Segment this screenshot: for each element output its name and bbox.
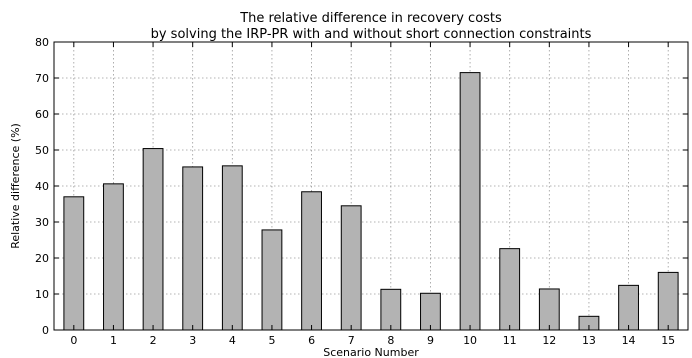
x-tick-label: 5: [268, 334, 275, 347]
x-tick-label: 3: [189, 334, 196, 347]
bar-scenario-14: [618, 284, 639, 331]
x-tick-label: 13: [582, 334, 596, 347]
bar-scenario-0: [63, 196, 85, 331]
bar-scenario-1: [103, 183, 124, 331]
y-axis-label: Relative difference (%): [9, 123, 22, 249]
x-tick-label: 2: [150, 334, 157, 347]
bar-scenario-6: [301, 191, 322, 331]
x-tick-label: 14: [622, 334, 636, 347]
x-tick-label: 9: [427, 334, 434, 347]
chart-title-line-2: by solving the IRP-PR with and without s…: [151, 27, 592, 42]
x-tick-label: 15: [661, 334, 675, 347]
x-tick-label: 1: [110, 334, 117, 347]
bar-scenario-11: [499, 248, 521, 331]
bar-scenario-5: [261, 229, 283, 331]
bar-scenario-8: [380, 288, 402, 331]
x-axis-label: Scenario Number: [323, 346, 419, 358]
y-tick-label: 60: [35, 108, 49, 121]
x-tick-label: 10: [463, 334, 477, 347]
x-tick-label: 6: [308, 334, 315, 347]
y-tick-label: 40: [35, 180, 49, 193]
y-tick-label: 70: [35, 72, 49, 85]
bar-scenario-4: [221, 165, 243, 331]
bar-scenario-10: [459, 72, 481, 331]
bar-scenario-7: [340, 205, 362, 331]
y-tick-label: 20: [35, 252, 49, 265]
bar-scenario-12: [538, 288, 560, 331]
bar-scenario-15: [657, 271, 679, 331]
x-tick-label: 0: [70, 334, 77, 347]
bar-scenario-2: [142, 148, 164, 331]
y-tick-label: 10: [35, 288, 49, 301]
x-tick-label: 8: [387, 334, 394, 347]
y-tick-label: 30: [35, 216, 49, 229]
y-tick-label: 0: [42, 324, 49, 337]
x-tick-label: 12: [542, 334, 556, 347]
bar-scenario-3: [182, 166, 204, 331]
x-tick-label: 4: [229, 334, 236, 347]
bar-scenario-9: [420, 292, 441, 331]
x-tick-label: 11: [503, 334, 517, 347]
x-tick-label: 7: [348, 334, 355, 347]
x-axis: 0 1 2 3 4 5 6 7 8 9 10 11 12 13 14 15: [70, 42, 675, 347]
y-tick-label: 50: [35, 144, 49, 157]
bars-group: [63, 72, 679, 331]
y-tick-label: 80: [35, 36, 49, 49]
y-axis: 0 10 20 30 40 50 60 70 80: [35, 36, 688, 337]
chart-title-line-1: The relative difference in recovery cost…: [239, 11, 502, 26]
